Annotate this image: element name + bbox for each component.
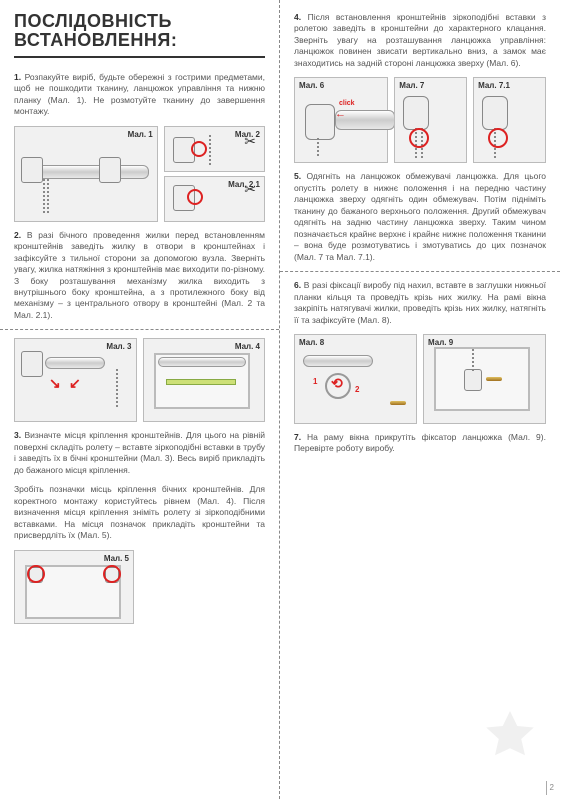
- right-column: 4. Після встановлення кронштейнів зіркоп…: [280, 0, 560, 799]
- figure-6: Мал. 6 click ←: [294, 77, 388, 163]
- separator: [0, 329, 279, 330]
- figure-1: Мал. 1: [14, 126, 158, 222]
- figure-5: Мал. 5: [14, 550, 134, 624]
- step-5-num: 5.: [294, 171, 301, 181]
- fig-row-1-2: Мал. 1 Мал. 2 ✂ Мал. 2.1 ✂: [14, 126, 265, 222]
- fig-row-5: Мал. 5: [14, 550, 265, 624]
- step-1-num: 1.: [14, 72, 21, 82]
- arrow-icon: ←: [335, 108, 346, 120]
- step-2: 2. В разі бічного проведення жилки перед…: [14, 230, 265, 322]
- page: ПОСЛІДОВНІСТЬ ВСТАНОВЛЕННЯ: 1. Розпакуйт…: [0, 0, 561, 799]
- figure-7-1: Мал. 7.1: [473, 77, 546, 163]
- step-4-text: Після встановлення кронштейнів зіркоподі…: [294, 12, 546, 68]
- figure-2: Мал. 2 ✂: [164, 126, 265, 172]
- arrow-icon: ↘: [49, 375, 61, 392]
- fig-label: Мал. 7.1: [478, 81, 510, 90]
- step-1-text: Розпакуйте виріб, будьте обережні з гост…: [14, 72, 265, 116]
- fig-label: Мал. 7: [399, 81, 424, 90]
- fig-label: Мал. 4: [235, 342, 260, 351]
- figure-9: Мал. 9: [423, 334, 546, 424]
- fig-row-6-7: Мал. 6 click ← Мал. 7 Мал. 7.1: [294, 77, 546, 163]
- callout-1: 1: [313, 377, 317, 386]
- step-1: 1. Розпакуйте виріб, будьте обережні з г…: [14, 72, 265, 118]
- click-label: click: [339, 100, 355, 107]
- watermark-icon: [480, 706, 540, 771]
- fig-label: Мал. 9: [428, 338, 453, 347]
- step-7: 7. На раму вікна прикрутіть фіксатор лан…: [294, 432, 546, 455]
- level-icon: [166, 379, 236, 385]
- arrow-icon: ⟲: [331, 375, 343, 392]
- fig-label: Мал. 6: [299, 81, 324, 90]
- step-3b: Зробіть позначки місць кріплення бічних …: [14, 484, 265, 541]
- step-7-text: На раму вікна прикрутіть фіксатор ланцюж…: [294, 432, 546, 453]
- step-7-num: 7.: [294, 432, 301, 442]
- page-number: 2: [544, 781, 554, 795]
- step-3b-text: Зробіть позначки місць кріплення бічних …: [14, 484, 265, 540]
- arrow-icon: ↙: [69, 375, 81, 392]
- step-3-num: 3.: [14, 430, 21, 440]
- step-6-text: В разі фіксації виробу під нахил, вставт…: [294, 280, 546, 324]
- callout-2: 2: [355, 385, 359, 394]
- separator: [280, 271, 560, 272]
- figure-3: Мал. 3 ↘ ↙: [14, 338, 137, 422]
- step-6-num: 6.: [294, 280, 301, 290]
- step-2-text: В разі бічного проведення жилки перед вс…: [14, 230, 265, 320]
- step-3a: 3. Визначте місця кріплення кронштейнів.…: [14, 430, 265, 476]
- figure-2-1: Мал. 2.1 ✂: [164, 176, 265, 222]
- fig-label: Мал. 5: [104, 554, 129, 563]
- figure-4: Мал. 4: [143, 338, 266, 422]
- fig-label: Мал. 3: [106, 342, 131, 351]
- fig-row-8-9: Мал. 8 ⟲ 1 2 Мал. 9: [294, 334, 546, 424]
- figure-8: Мал. 8 ⟲ 1 2: [294, 334, 417, 424]
- left-column: ПОСЛІДОВНІСТЬ ВСТАНОВЛЕННЯ: 1. Розпакуйт…: [0, 0, 280, 799]
- step-4: 4. Після встановлення кронштейнів зіркоп…: [294, 12, 546, 69]
- step-5: 5. Одягніть на ланцюжок обмежувачі ланцю…: [294, 171, 546, 263]
- fig-label: Мал. 8: [299, 338, 324, 347]
- step-4-num: 4.: [294, 12, 301, 22]
- step-2-num: 2.: [14, 230, 21, 240]
- fig-row-3-4: Мал. 3 ↘ ↙ Мал. 4: [14, 338, 265, 422]
- step-6: 6. В разі фіксації виробу під нахил, вст…: [294, 280, 546, 326]
- figure-7: Мал. 7: [394, 77, 467, 163]
- page-title: ПОСЛІДОВНІСТЬ ВСТАНОВЛЕННЯ:: [14, 12, 265, 58]
- scissors-icon: ✂: [244, 133, 256, 150]
- fig-label: Мал. 1: [128, 130, 153, 139]
- scissors-icon: ✂: [244, 181, 256, 198]
- step-5-text: Одягніть на ланцюжок обмежувачі ланцюжка…: [294, 171, 546, 261]
- step-3a-text: Визначте місця кріплення кронштейнів. Дл…: [14, 430, 265, 474]
